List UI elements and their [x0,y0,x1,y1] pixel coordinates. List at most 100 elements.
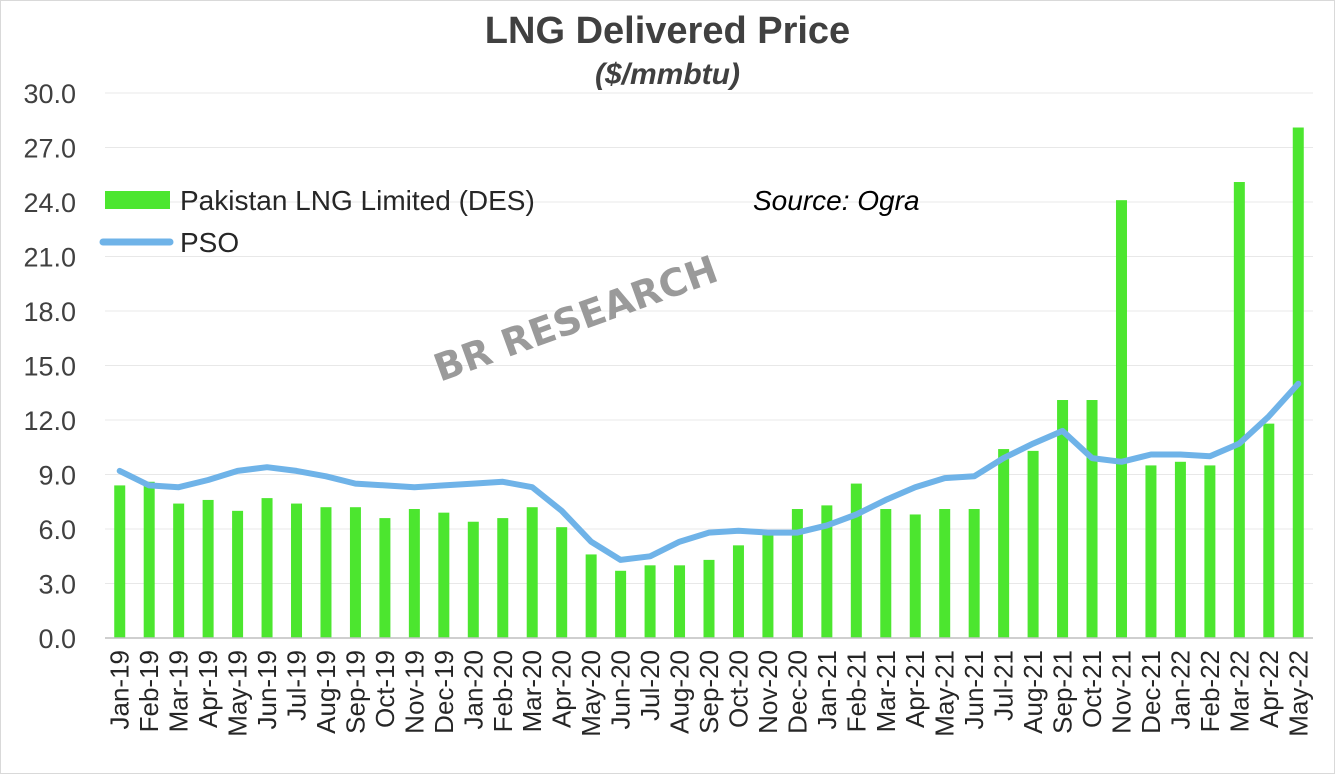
x-tick-label: Sep-21 [1048,650,1078,734]
bar [173,503,185,638]
x-tick-label: Feb-20 [488,650,518,732]
y-tick-label: 21.0 [23,243,76,273]
x-tick-label: Aug-20 [665,650,695,734]
bar-series [114,127,1304,639]
x-tick-label: May-21 [930,650,960,737]
x-tick-label: Apr-19 [193,650,223,728]
source-note: Source: Ogra [753,185,920,216]
x-tick-label: May-19 [223,650,253,737]
y-tick-label: 9.0 [38,461,76,491]
x-tick-label: Apr-20 [547,650,577,728]
bar [1204,465,1216,638]
bar [1145,465,1157,638]
x-tick-label: Jul-20 [635,650,665,721]
bar [202,499,214,638]
bar [114,485,126,638]
bar [1027,450,1039,638]
line-series [116,380,1302,563]
bar [467,521,479,638]
x-tick-label: Mar-20 [517,650,547,732]
bar [762,532,774,638]
bar [615,570,627,638]
chart-subtitle: ($/mmbtu) [595,58,740,91]
x-tick-label: Feb-22 [1195,650,1225,732]
bar [703,559,715,638]
x-tick-label: Feb-19 [134,650,164,732]
y-tick-label: 12.0 [23,406,76,436]
x-tick-label: Jan-21 [812,650,842,730]
bar [379,518,391,638]
x-tick-label: Oct-20 [724,650,754,728]
x-tick-label: Nov-19 [399,650,429,734]
x-tick-label: May-20 [576,650,606,737]
bar [1174,461,1186,638]
y-tick-label: 18.0 [23,297,76,327]
x-tick-label: Jan-19 [105,650,135,730]
y-tick-label: 15.0 [23,352,76,382]
bar [850,483,862,638]
y-tick-label: 27.0 [23,134,76,164]
bar [1057,400,1069,638]
legend-bar-swatch [105,191,170,209]
x-tick-label: Dec-21 [1136,650,1166,734]
bar [291,503,303,638]
watermark-text: BR RESEARCH [428,247,723,390]
legend: Pakistan LNG Limited (DES) PSO [99,185,535,258]
x-tick-label: Jun-19 [252,650,282,730]
bar [408,509,420,638]
y-axis-ticks: 0.0 3.0 6.0 9.0 12.0 15.0 18.0 21.0 24.0 27.0 30.0 [23,79,76,654]
y-tick-label: 0.0 [38,624,76,654]
x-tick-label: Apr-22 [1254,650,1284,728]
bar [438,512,450,638]
x-axis-ticks: Jan-19 Feb-19 Mar-19 Apr-19 May-19 Jun-19 Jul-… [105,650,1314,737]
x-tick-label: Mar-21 [871,650,901,732]
bar [349,507,361,638]
bar [909,514,921,638]
bar [143,481,155,638]
x-tick-label: Mar-22 [1224,650,1254,732]
bar [320,507,332,638]
x-tick-label: Oct-19 [370,650,400,728]
bar [232,510,244,638]
x-tick-label: Mar-19 [164,650,194,732]
x-tick-label: Apr-21 [900,650,930,728]
bar [939,509,951,638]
y-tick-label: 3.0 [38,570,76,600]
y-tick-label: 30.0 [23,79,76,109]
x-tick-label: Sep-20 [694,650,724,734]
x-tick-label: Aug-19 [311,650,341,734]
bar [556,527,568,638]
bar [1115,200,1127,638]
legend-bar-label: Pakistan LNG Limited (DES) [180,185,535,216]
x-tick-label: Dec-19 [429,650,459,734]
legend-line-label: PSO [180,227,239,258]
bar [644,565,656,638]
bar [497,518,509,638]
x-tick-label: Nov-20 [753,650,783,734]
x-tick-label: Jun-21 [959,650,989,730]
x-tick-label: Jul-21 [989,650,1019,721]
x-tick-label: Jan-22 [1165,650,1195,730]
bar [261,498,273,638]
chart-title: LNG Delivered Price [484,10,851,52]
x-tick-label: Jul-19 [282,650,312,721]
x-tick-label: Sep-19 [340,650,370,734]
bar [1233,182,1245,638]
x-tick-label: Aug-21 [1018,650,1048,734]
y-tick-label: 24.0 [23,188,76,218]
bar [1086,400,1098,638]
pso-line [116,380,1302,563]
x-tick-label: Dec-20 [782,650,812,734]
x-tick-label: Oct-21 [1077,650,1107,728]
x-tick-label: Nov-21 [1107,650,1137,734]
bar [674,565,686,638]
x-tick-label: Jun-20 [606,650,636,730]
bar [732,545,744,638]
bar [526,507,538,638]
bar [821,505,833,638]
x-tick-label: Feb-21 [841,650,871,732]
bar [998,449,1010,638]
bar [968,509,980,638]
y-tick-label: 6.0 [38,515,76,545]
